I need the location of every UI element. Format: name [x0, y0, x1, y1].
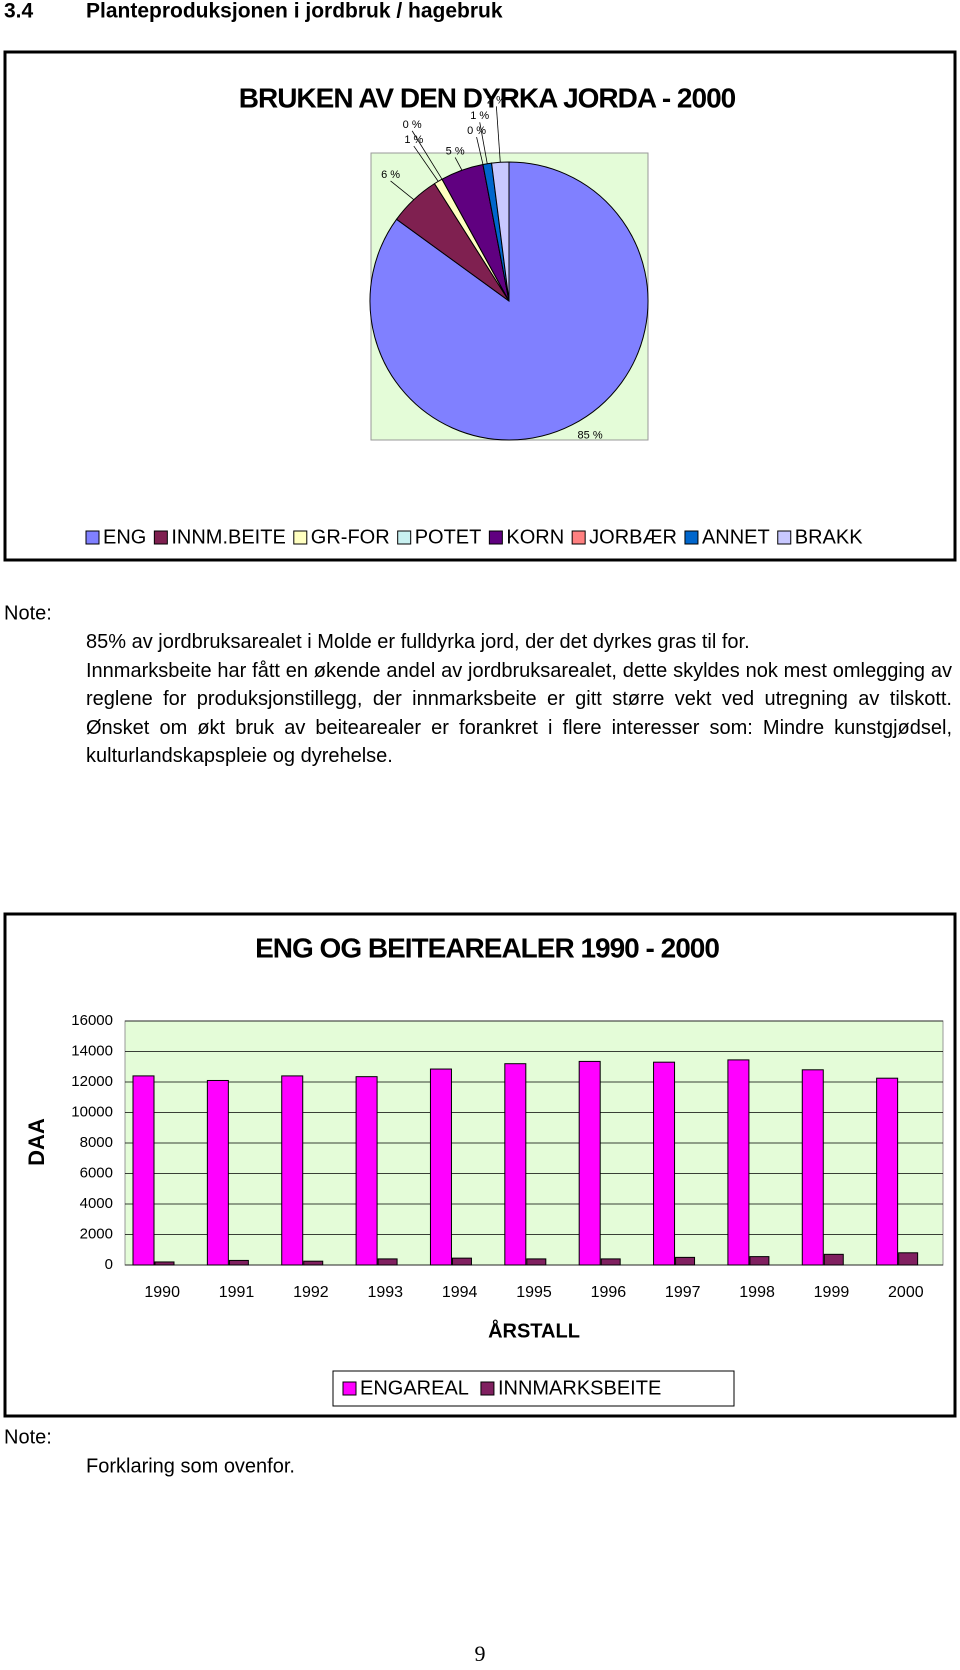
bar	[429, 1068, 452, 1266]
legend-box	[332, 1370, 735, 1407]
y-tick-label: 2000	[80, 1225, 113, 1242]
y-tick-label: 14000	[71, 1042, 113, 1059]
legend-label: ENGAREAL	[360, 1377, 469, 1399]
slice-label: 2 %	[487, 94, 506, 106]
legend-swatch	[571, 530, 586, 545]
slice-label: 85 %	[578, 429, 603, 441]
x-tick-label: 1991	[219, 1284, 255, 1301]
bar	[206, 1079, 229, 1266]
legend-label: POTET	[415, 526, 482, 548]
slice-label: 0 %	[403, 119, 422, 131]
bar	[727, 1059, 750, 1266]
bar	[653, 1061, 676, 1266]
legend-swatch	[153, 530, 168, 545]
bar	[355, 1076, 378, 1266]
leader-line	[476, 136, 484, 165]
x-tick-label: 1994	[442, 1284, 478, 1301]
leader-line	[390, 180, 415, 200]
legend-swatch	[293, 530, 308, 545]
legend-label: INNM.BEITE	[171, 526, 285, 548]
x-tick-label: 1995	[516, 1284, 552, 1301]
y-tick-label: 12000	[71, 1073, 113, 1090]
bar	[132, 1075, 155, 1266]
bar	[154, 1261, 175, 1266]
leader-line	[495, 106, 501, 163]
slice-label: 0 %	[467, 125, 486, 137]
x-tick-label: 1998	[739, 1284, 775, 1301]
legend-swatch	[480, 1381, 495, 1396]
legend-label: ANNET	[702, 526, 770, 548]
bar	[578, 1060, 601, 1266]
bar	[675, 1256, 696, 1266]
legend-label: GR-FOR	[311, 526, 390, 548]
x-tick-label: 1992	[293, 1284, 329, 1301]
y-tick-label: 16000	[71, 1012, 113, 1029]
x-axis-label: ÅRSTALL	[488, 1318, 580, 1342]
chart-title: BRUKEN AV DEN DYRKA JORDA - 2000	[239, 82, 736, 113]
note-paragraph: 85% av jordbruksarealet i Molde er fulld…	[86, 628, 952, 771]
bar	[504, 1063, 527, 1266]
y-tick-label: 10000	[71, 1103, 113, 1120]
legend-label: ENG	[103, 526, 146, 548]
section-number: 3.4	[4, 0, 34, 23]
bar	[749, 1256, 770, 1266]
legend-label: JORBÆR	[589, 526, 677, 548]
leader-line	[411, 130, 443, 180]
legend-swatch	[397, 530, 412, 545]
bar	[823, 1253, 844, 1266]
y-tick-label: 8000	[80, 1134, 113, 1151]
x-tick-label: 2000	[888, 1284, 924, 1301]
bar	[281, 1075, 304, 1266]
bar	[228, 1259, 249, 1266]
bar	[526, 1258, 547, 1266]
note-line: Innmarksbeite har fått en økende andel a…	[86, 659, 952, 768]
x-tick-label: 1990	[144, 1284, 180, 1301]
note-text: Forklaring som ovenfor.	[86, 1455, 295, 1477]
note-label: Note:	[4, 1426, 52, 1448]
bar	[600, 1258, 621, 1266]
slice-label: 1 %	[470, 110, 489, 122]
chart-title: ENG OG BEITEAREALER 1990 - 2000	[255, 932, 719, 963]
x-tick-label: 1993	[367, 1284, 403, 1301]
bar	[898, 1252, 919, 1266]
slice-label: 1 %	[404, 134, 423, 146]
leader-line	[454, 157, 463, 171]
page-number: 9	[475, 1641, 486, 1666]
bar	[377, 1258, 398, 1266]
legend-swatch	[488, 530, 503, 545]
pie-slice	[369, 161, 649, 441]
y-axis-label: DAA	[24, 1118, 49, 1166]
bar	[303, 1260, 324, 1266]
y-tick-label: 4000	[80, 1195, 113, 1212]
note-line: 85% av jordbruksarealet i Molde er fulld…	[86, 631, 750, 653]
legend-swatch	[342, 1381, 357, 1396]
chart-frame	[3, 50, 957, 562]
slice-label: 6 %	[381, 169, 400, 181]
y-tick-label: 6000	[80, 1164, 113, 1181]
chart-frame	[3, 912, 957, 1418]
bar	[876, 1077, 899, 1266]
leader-line	[413, 145, 439, 182]
bar	[801, 1069, 824, 1266]
x-tick-label: 1996	[591, 1284, 627, 1301]
legend-label: KORN	[506, 526, 564, 548]
y-tick-label: 0	[105, 1256, 113, 1273]
bar	[451, 1257, 472, 1266]
x-tick-label: 1997	[665, 1284, 701, 1301]
slice-label: 5 %	[446, 145, 465, 157]
legend-swatch	[777, 530, 792, 545]
note-label: Note:	[4, 602, 52, 624]
x-tick-label: 1999	[814, 1284, 850, 1301]
section-title: Planteproduksjonen i jordbruk / hagebruk	[86, 0, 503, 23]
legend-swatch	[684, 530, 699, 545]
legend-label: BRAKK	[795, 526, 863, 548]
leader-line	[479, 122, 488, 164]
legend-swatch	[85, 530, 100, 545]
legend-label: INNMARKSBEITE	[498, 1377, 661, 1399]
